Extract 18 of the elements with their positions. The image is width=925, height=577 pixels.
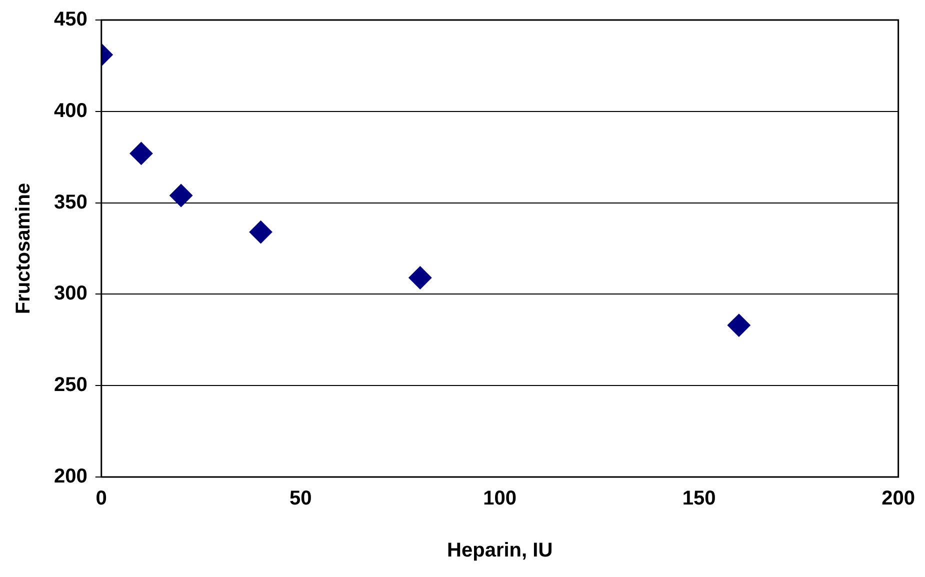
x-tick-label: 50	[289, 488, 312, 510]
y-tick-label: 300	[54, 282, 88, 305]
y-tick-label: 350	[54, 191, 88, 214]
y-axis-title: Fructosamine	[12, 182, 35, 314]
point	[170, 184, 193, 207]
point	[130, 142, 153, 165]
y-tick-label: 400	[54, 100, 88, 122]
x-tick-label: 100	[483, 488, 517, 510]
point	[408, 266, 432, 290]
y-tick-label: 250	[54, 374, 88, 396]
point	[727, 314, 750, 337]
y-tick-label: 450	[54, 8, 88, 31]
x-tick-label: 0	[96, 488, 107, 510]
point	[249, 220, 272, 244]
y-tick-label: 200	[54, 466, 88, 488]
x-axis-title: Heparin, IU	[447, 540, 553, 562]
x-tick-label: 150	[682, 488, 716, 510]
x-tick-label: 200	[882, 488, 916, 510]
